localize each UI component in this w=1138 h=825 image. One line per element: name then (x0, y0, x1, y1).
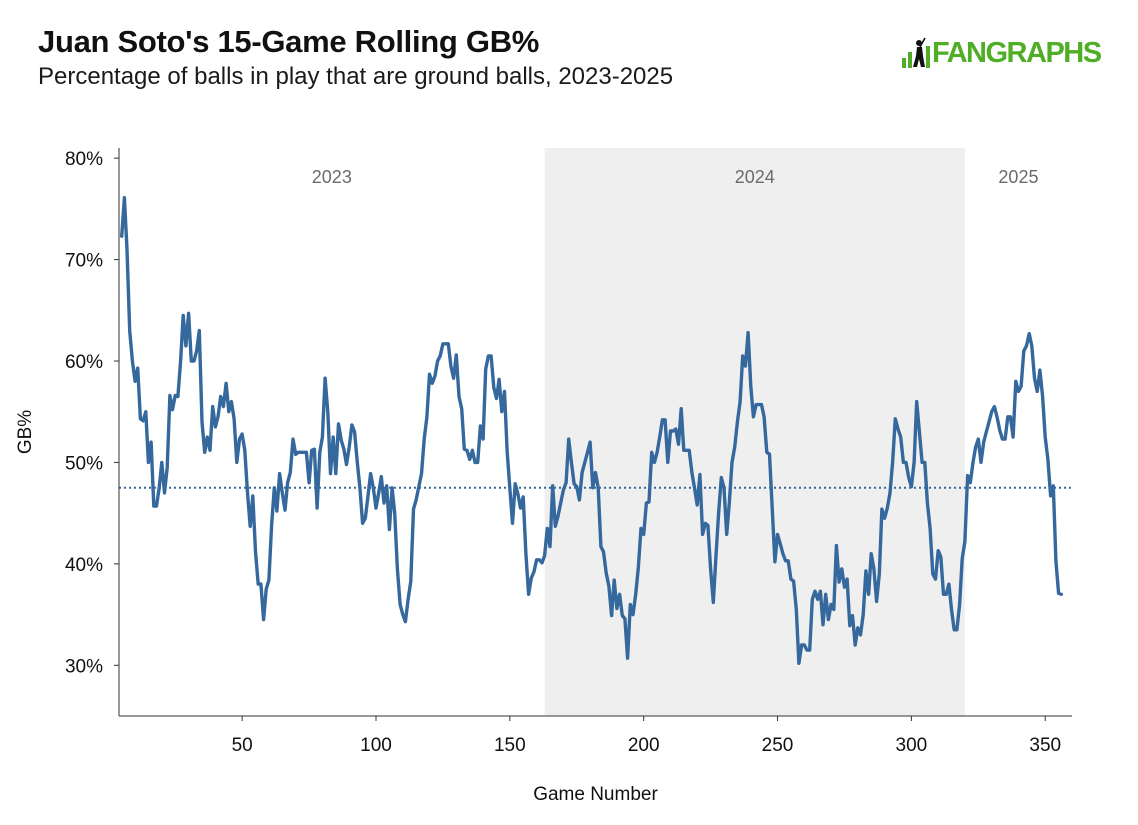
x-axis-ticks: 50 100 150 200 250 300 350 (232, 716, 1061, 756)
y-axis-ticks: 30% 40% 50% 60% 70% 80% (65, 149, 119, 677)
x-tick-label: 350 (1029, 735, 1061, 756)
x-tick-label: 100 (360, 735, 392, 756)
x-tick-label: 50 (232, 735, 253, 756)
season-bands (544, 148, 965, 716)
x-tick-label: 250 (762, 735, 794, 756)
season-label-2025: 2025 (998, 167, 1038, 187)
chart-subtitle: Percentage of balls in play that are gro… (38, 63, 674, 90)
season-label-2024: 2024 (735, 167, 775, 187)
y-tick-label: 80% (65, 149, 103, 170)
chart-title: Juan Soto's 15-Game Rolling GB% (38, 24, 540, 59)
series-line (120, 196, 1063, 665)
x-tick-label: 300 (896, 735, 928, 756)
logo-wordmark: FANGRAPHS (932, 36, 1102, 69)
axes (118, 148, 1072, 717)
x-tick-label: 150 (494, 735, 526, 756)
season-label-2023: 2023 (312, 167, 352, 187)
y-tick-label: 60% (65, 352, 103, 373)
y-tick-label: 40% (65, 555, 103, 576)
x-tick-label: 200 (628, 735, 660, 756)
series-line-group (120, 196, 1063, 665)
y-axis-label: GB% (15, 410, 36, 454)
fangraphs-logo: FANGRAPHS (900, 36, 1102, 70)
batter-icon (902, 37, 930, 68)
y-tick-label: 50% (65, 453, 103, 474)
season-band-2024 (544, 148, 965, 716)
season-labels: 2023 2024 2025 (312, 167, 1039, 187)
x-axis-label: Game Number (533, 784, 658, 805)
y-tick-label: 30% (65, 656, 103, 677)
y-tick-label: 70% (65, 251, 103, 272)
